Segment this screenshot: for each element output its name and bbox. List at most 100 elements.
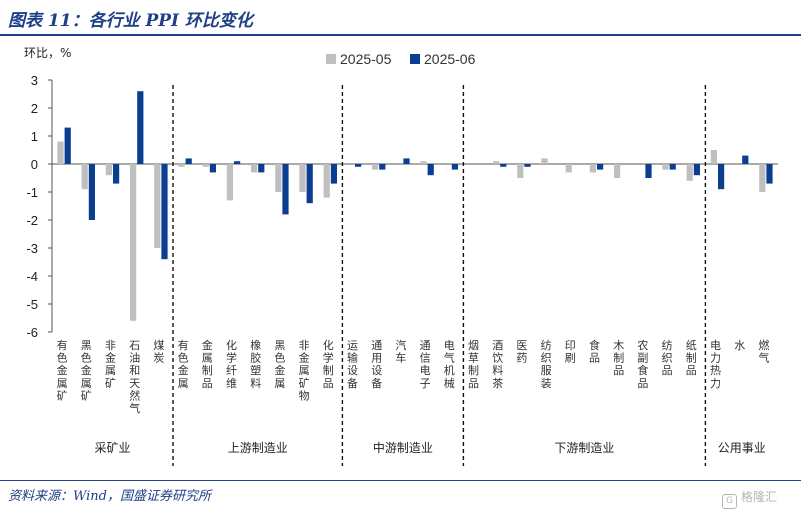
bar-2025-06-非金属矿物 <box>306 164 313 204</box>
bar-2025-06-化学制品 <box>330 164 337 184</box>
y-tick-label: -2 <box>26 213 38 228</box>
category-label: 非金属矿物 <box>299 339 310 402</box>
category-label: 水 <box>734 339 745 352</box>
category-label: 化学纤维 <box>226 338 237 390</box>
bar-2025-05-纸制品 <box>686 164 693 181</box>
bar-2025-05-食品 <box>589 164 596 173</box>
bar-2025-06-通用设备 <box>379 164 386 170</box>
bar-2025-05-橡胶塑料 <box>251 164 258 173</box>
bar-2025-06-电力热力 <box>718 164 725 190</box>
bar-2025-06-有色金属 <box>185 158 192 164</box>
group-dividers <box>172 85 707 466</box>
bar-2025-06-黑色金属 <box>282 164 289 215</box>
bar-2025-06-水 <box>742 155 749 164</box>
figure-title: 图表 11：各行业 PPI 环比变化 <box>8 11 253 31</box>
y-tick-label: -4 <box>26 269 38 284</box>
legend-label-2025-05: 2025-05 <box>340 51 392 67</box>
bar-2025-05-煤炭 <box>154 164 161 248</box>
y-axis-label: 环比，% <box>24 46 71 60</box>
legend-swatch-2025-06 <box>410 54 420 64</box>
category-label: 电力热力 <box>710 339 721 390</box>
bar-2025-05-化学制品 <box>323 164 330 198</box>
category-label: 汽车 <box>395 338 406 365</box>
category-label: 农副食品 <box>637 338 648 390</box>
bar-2025-06-橡胶塑料 <box>258 164 265 173</box>
y-tick-label: 2 <box>31 101 38 116</box>
bar-2025-06-食品 <box>597 164 604 170</box>
bar-2025-05-印刷 <box>565 164 572 173</box>
category-label: 酒饮料茶 <box>492 339 503 390</box>
y-tick-label: -3 <box>26 241 38 256</box>
y-tick-label: -6 <box>26 325 38 340</box>
bar-2025-05-通信电子 <box>420 161 427 164</box>
bars <box>57 91 773 321</box>
source-note: 资料来源：Wind，国盛证券研究所 <box>8 489 211 504</box>
y-tick-label: 1 <box>31 129 38 144</box>
bar-2025-05-医药 <box>517 164 524 178</box>
bar-2025-06-医药 <box>524 164 531 167</box>
bar-2025-06-化学纤维 <box>234 161 241 164</box>
category-label: 燃气 <box>758 338 769 365</box>
bar-2025-06-通信电子 <box>427 164 434 176</box>
category-label: 纺织品 <box>662 338 673 377</box>
bar-2025-05-有色金属矿 <box>57 141 64 164</box>
category-label: 黑色金属 <box>274 339 285 390</box>
bar-2025-05-金属制品 <box>202 164 209 167</box>
group-label: 下游制造业 <box>554 441 614 455</box>
group-label: 采矿业 <box>94 441 130 455</box>
bar-2025-05-有色金属 <box>178 164 185 167</box>
group-labels: 采矿业 上游制造业 中游制造业 下游制造业 公用事业 <box>94 440 765 455</box>
category-label: 黑色金属矿 <box>81 339 92 402</box>
bar-2025-06-金属制品 <box>209 164 216 173</box>
bar-2025-06-石油和天然气 <box>137 91 144 164</box>
bar-2025-05-电力热力 <box>710 150 717 164</box>
category-label: 石油和天然气 <box>129 339 140 415</box>
bar-2025-06-有色金属矿 <box>64 127 71 164</box>
bar-2025-06-汽车 <box>403 158 410 164</box>
group-label: 中游制造业 <box>373 440 433 455</box>
bar-2025-05-纺织服装 <box>541 158 548 164</box>
category-label: 纺织服装 <box>541 338 552 390</box>
bar-2025-06-酒饮料茶 <box>500 164 507 167</box>
bar-2025-06-农副食品 <box>645 164 652 178</box>
bar-2025-06-燃气 <box>766 164 773 184</box>
category-label: 运输设备 <box>347 339 358 390</box>
category-label: 橡胶塑料 <box>250 339 261 390</box>
legend-label-2025-06: 2025-06 <box>424 51 476 67</box>
bar-2025-05-木制品 <box>614 164 621 178</box>
bar-2025-05-纺织品 <box>662 164 669 170</box>
category-label: 木制品 <box>613 339 624 377</box>
bar-2025-05-黑色金属 <box>275 164 282 192</box>
legend-swatch-2025-05 <box>326 54 336 64</box>
bar-2025-06-黑色金属矿 <box>88 164 95 220</box>
bar-2025-05-石油和天然气 <box>130 164 137 321</box>
category-label: 通信电子 <box>420 339 431 390</box>
y-tick-label: -5 <box>26 297 38 312</box>
group-label: 公用事业 <box>718 441 766 455</box>
y-tick-label: 3 <box>31 73 38 88</box>
bar-2025-05-酒饮料茶 <box>493 161 500 164</box>
bar-2025-05-燃气 <box>759 164 766 192</box>
bar-2025-06-电气机械 <box>451 164 458 170</box>
group-label: 上游制造业 <box>228 441 288 455</box>
category-label: 化学制品 <box>323 338 334 390</box>
category-label: 印刷 <box>565 339 576 365</box>
category-label: 金属制品 <box>202 338 213 390</box>
y-tick-label: -1 <box>26 185 38 200</box>
bar-2025-06-运输设备 <box>355 164 362 167</box>
title-rule <box>0 34 801 36</box>
watermark: G 格隆汇 <box>722 488 777 509</box>
category-label: 食品 <box>589 338 600 365</box>
bar-2025-06-非金属矿 <box>113 164 120 184</box>
category-label: 纸制品 <box>686 339 697 377</box>
bar-2025-05-黑色金属矿 <box>81 164 88 190</box>
category-label: 医药 <box>516 339 527 365</box>
bar-2025-06-纸制品 <box>693 164 700 176</box>
bar-2025-05-化学纤维 <box>226 164 233 201</box>
category-label: 电气机械 <box>444 339 455 390</box>
source-rule <box>0 480 801 481</box>
category-label: 非金属矿 <box>105 339 116 390</box>
watermark-logo-icon: G <box>722 494 737 509</box>
category-label: 有色金属矿 <box>57 338 68 402</box>
category-label: 煤炭 <box>153 339 164 365</box>
